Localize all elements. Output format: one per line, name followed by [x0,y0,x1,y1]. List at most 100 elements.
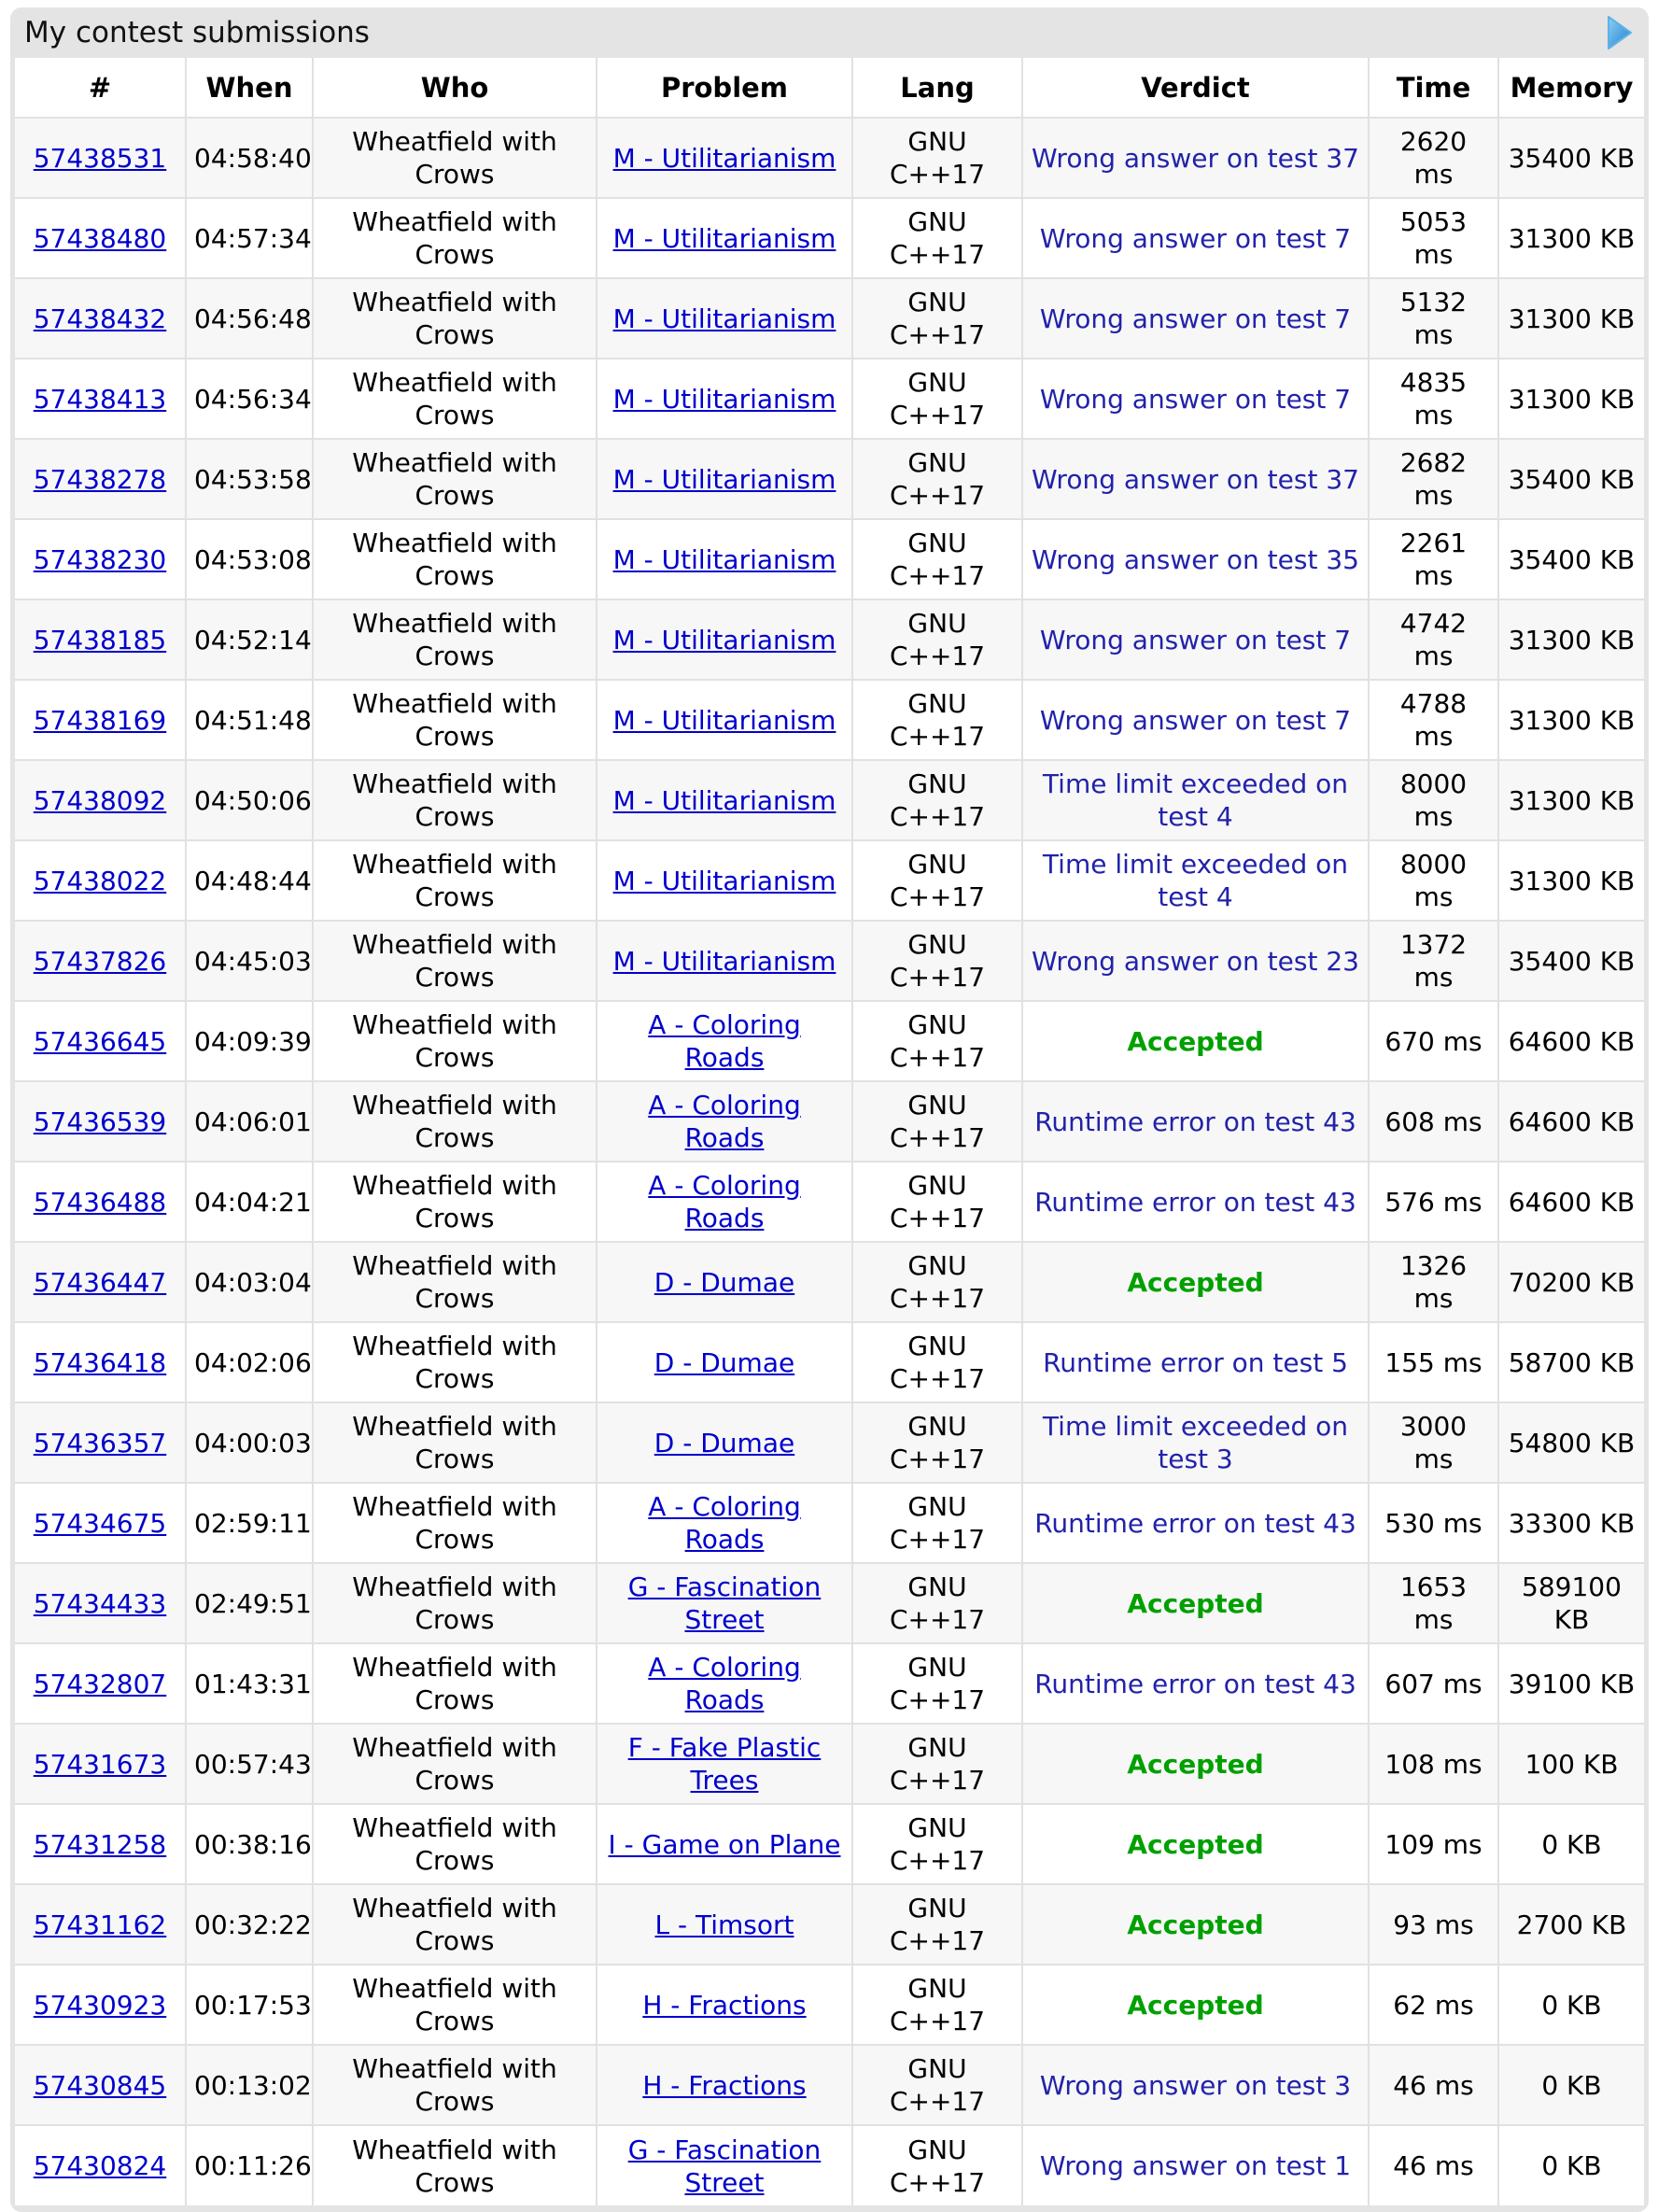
submission-author: Wheatfield with Crows [312,1803,597,1885]
problem-link[interactable]: D - Dumae [653,1427,795,1458]
submission-id-link[interactable]: 57438022 [33,865,167,896]
submission-author: Wheatfield with Crows [312,197,597,279]
problem-link[interactable]: M - Utilitarianism [612,784,836,816]
submission-id-cell: 57438169 [15,679,187,761]
submission-id-link[interactable]: 57436447 [33,1266,167,1298]
submission-verdict-cell: Time limit exceeded on test 4 [1021,759,1370,841]
submission-id-link[interactable]: 57431258 [33,1828,167,1860]
problem-link[interactable]: D - Dumae [653,1346,795,1378]
submission-author: Wheatfield with Crows [312,2124,597,2205]
submission-time: 108 ms [1368,1723,1499,1805]
submission-when: 00:17:53 [185,1964,314,2046]
page: My contest submissions # [0,7,1658,2212]
submission-lang: GNU C++17 [851,1803,1023,1885]
submission-memory: 64600 KB [1497,1080,1644,1162]
submission-lang: GNU C++17 [851,679,1023,761]
problem-link[interactable]: M - Utilitarianism [612,142,836,174]
submission-id-link[interactable]: 57434433 [33,1587,167,1619]
problem-link[interactable]: F - Fake Plastic Trees [627,1732,822,1796]
problem-link[interactable]: A - Coloring Roads [648,1652,801,1715]
submission-id-link[interactable]: 57436645 [33,1025,167,1057]
submission-lang: GNU C++17 [851,2124,1023,2205]
submission-problem-cell: M - Utilitarianism [596,277,853,359]
submission-lang: GNU C++17 [851,438,1023,520]
submission-verdict-cell: Accepted [1021,1562,1370,1644]
submission-when: 04:03:04 [185,1241,314,1323]
submission-id-link[interactable]: 57436418 [33,1346,167,1378]
submission-id-link[interactable]: 57430824 [33,2150,167,2181]
submission-id-link[interactable]: 57431673 [33,1748,167,1780]
problem-link[interactable]: M - Utilitarianism [612,865,836,896]
submission-lang: GNU C++17 [851,358,1023,440]
verdict-text: Wrong answer on test 7 [1039,222,1352,254]
problem-link[interactable]: A - Coloring Roads [648,1009,801,1073]
problem-link[interactable]: M - Utilitarianism [612,624,836,655]
submission-when: 04:48:44 [185,839,314,922]
submission-when: 00:57:43 [185,1723,314,1805]
submission-id-link[interactable]: 57434675 [33,1507,167,1539]
problem-link[interactable]: G - Fascination Street [627,2134,822,2198]
submission-id-link[interactable]: 57438413 [33,383,167,415]
problem-link[interactable]: A - Coloring Roads [648,1491,801,1555]
submission-id-cell: 57432807 [15,1642,187,1725]
submission-author: Wheatfield with Crows [312,920,597,1002]
submission-id-link[interactable]: 57438185 [33,624,167,655]
problem-link[interactable]: L - Timsort [654,1909,794,1940]
submission-when: 00:38:16 [185,1803,314,1885]
submission-id-link[interactable]: 57436488 [33,1186,167,1218]
submission-problem-cell: M - Utilitarianism [596,759,853,841]
table-row: 57432807 01:43:31 Wheatfield with Crows … [15,1642,1644,1725]
verdict-text: Wrong answer on test 1 [1039,2150,1352,2181]
submission-id-link[interactable]: 57438278 [33,463,167,495]
submission-id-link[interactable]: 57436539 [33,1106,167,1137]
submission-id-link[interactable]: 57438480 [33,222,167,254]
submission-id-link[interactable]: 57432807 [33,1668,167,1699]
problem-link[interactable]: M - Utilitarianism [612,945,836,977]
submission-id-link[interactable]: 57437826 [33,945,167,977]
problem-link[interactable]: G - Fascination Street [627,1571,822,1635]
submission-author: Wheatfield with Crows [312,839,597,922]
problem-link[interactable]: M - Utilitarianism [612,222,836,254]
submissions-table: # When Who Problem Lang Verdict Time Mem… [15,58,1644,2205]
submission-id-link[interactable]: 57430845 [33,2069,167,2101]
submission-id-cell: 57438230 [15,518,187,600]
submission-time: 62 ms [1368,1964,1499,2046]
problem-link[interactable]: M - Utilitarianism [612,704,836,736]
submission-author: Wheatfield with Crows [312,1723,597,1805]
submission-time: 155 ms [1368,1321,1499,1403]
submission-id-link[interactable]: 57436357 [33,1427,167,1458]
submission-author: Wheatfield with Crows [312,679,597,761]
verdict-text: Wrong answer on test 35 [1032,543,1359,575]
table-row: 57436447 04:03:04 Wheatfield with Crows … [15,1241,1644,1323]
submission-id-link[interactable]: 57438432 [33,303,167,334]
problem-link[interactable]: M - Utilitarianism [612,303,836,334]
submission-id-link[interactable]: 57438169 [33,704,167,736]
submission-id-link[interactable]: 57438230 [33,543,167,575]
submission-id-link[interactable]: 57430923 [33,1989,167,2021]
submission-id-cell: 57436488 [15,1161,187,1243]
submission-verdict-cell: Runtime error on test 43 [1021,1161,1370,1243]
problem-link[interactable]: H - Fractions [642,1989,807,2021]
submission-id-link[interactable]: 57431162 [33,1909,167,1940]
problem-link[interactable]: M - Utilitarianism [612,543,836,575]
table-row: 57438185 04:52:14 Wheatfield with Crows … [15,599,1644,681]
problem-link[interactable]: A - Coloring Roads [648,1170,801,1233]
problem-link[interactable]: M - Utilitarianism [612,463,836,495]
problem-link[interactable]: D - Dumae [653,1266,795,1298]
expand-arrow-icon[interactable] [1605,15,1633,50]
submission-time: 607 ms [1368,1642,1499,1725]
submission-author: Wheatfield with Crows [312,1321,597,1403]
submission-author: Wheatfield with Crows [312,1482,597,1564]
problem-link[interactable]: A - Coloring Roads [648,1090,801,1153]
submission-lang: GNU C++17 [851,599,1023,681]
submission-id-cell: 57438531 [15,117,187,199]
submission-time: 1326 ms [1368,1241,1499,1323]
submission-id-link[interactable]: 57438092 [33,784,167,816]
submission-problem-cell: M - Utilitarianism [596,599,853,681]
problem-link[interactable]: I - Game on Plane [608,1828,841,1860]
problem-link[interactable]: H - Fractions [642,2069,807,2101]
problem-link[interactable]: M - Utilitarianism [612,383,836,415]
submission-id-link[interactable]: 57438531 [33,142,167,174]
submission-problem-cell: A - Coloring Roads [596,1482,853,1564]
submission-time: 576 ms [1368,1161,1499,1243]
